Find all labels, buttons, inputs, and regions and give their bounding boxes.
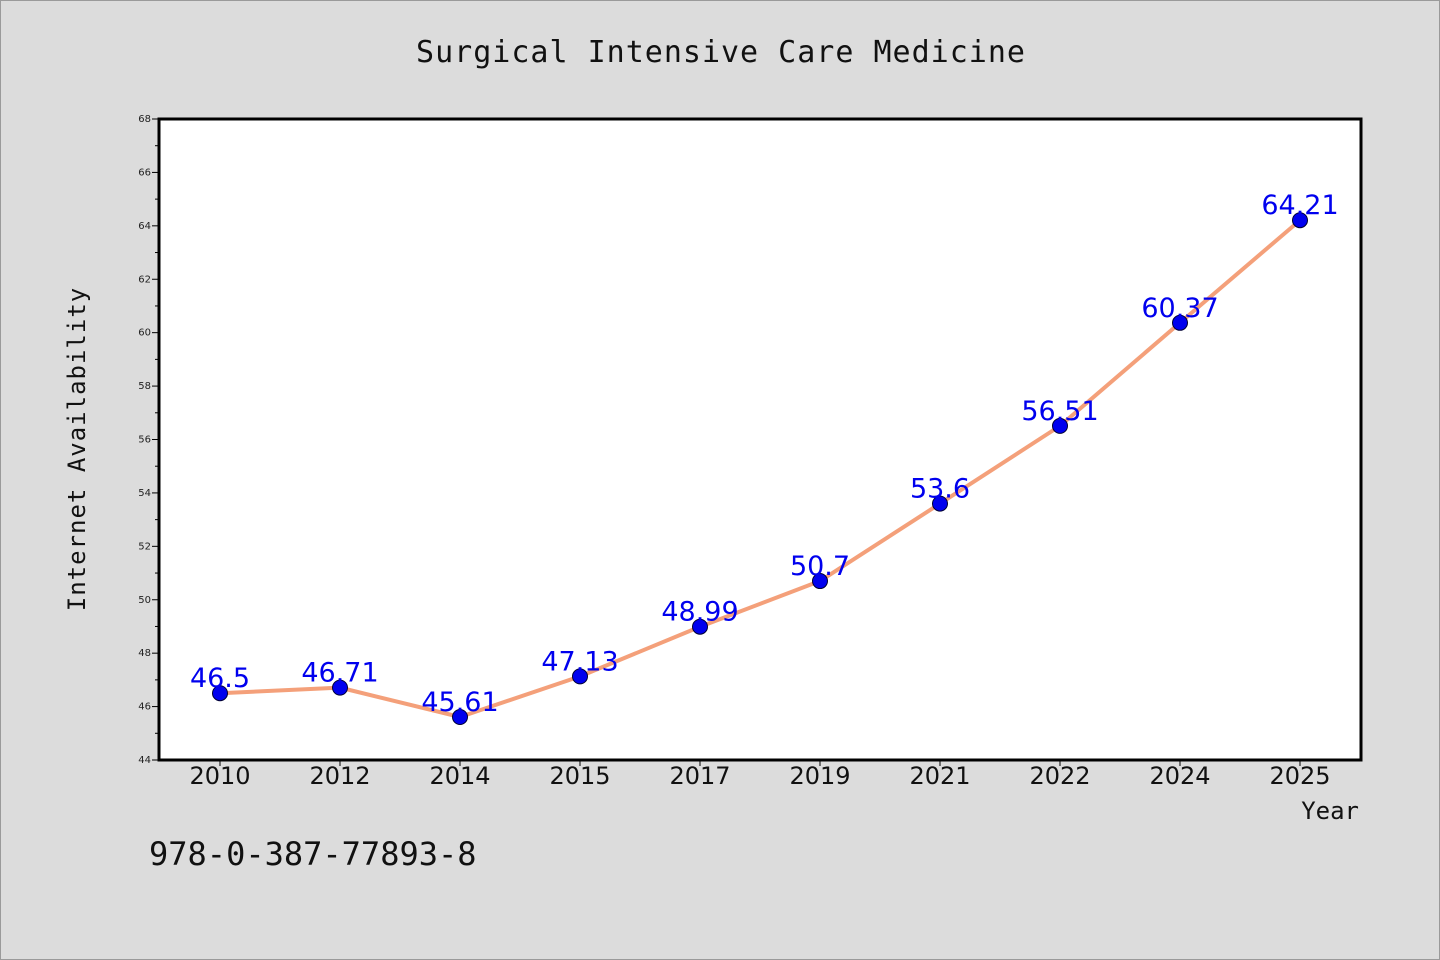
y-tick-label: 58 (138, 381, 151, 392)
data-label: 46.71 (301, 658, 378, 689)
y-tick-label: 66 (138, 167, 151, 178)
x-tick-label: 2019 (789, 762, 850, 790)
data-point (812, 573, 828, 590)
y-tick-label: 62 (138, 274, 151, 285)
data-label: 56.51 (1021, 396, 1098, 427)
y-tick-label: 64 (138, 221, 151, 232)
y-tick-label: 60 (138, 328, 151, 339)
x-tick-label: 2012 (309, 762, 370, 790)
data-point (572, 668, 588, 685)
chart-title: Surgical Intensive Care Medicine (416, 35, 1026, 70)
x-tick-label: 2024 (1149, 762, 1210, 790)
plot-area (157, 117, 1363, 762)
y-tick-label: 44 (138, 755, 151, 766)
y-tick-label: 68 (138, 114, 151, 125)
data-point (932, 495, 948, 512)
data-label: 48.99 (661, 597, 738, 628)
x-tick-label: 2010 (189, 762, 250, 790)
y-tick-label: 56 (138, 435, 151, 446)
x-tick-label: 2021 (909, 762, 970, 790)
isbn-text: 978-0-387-77893-8 (149, 835, 477, 873)
data-point (1172, 314, 1188, 331)
data-label: 60.37 (1141, 293, 1218, 324)
x-tick-label: 2015 (549, 762, 610, 790)
data-point (452, 708, 468, 725)
data-label: 46.5 (190, 663, 250, 694)
x-axis-label: Year (1301, 797, 1359, 825)
y-tick-label: 50 (138, 595, 151, 606)
data-label: 53.6 (910, 474, 970, 505)
data-point (1292, 212, 1308, 229)
y-tick-label: 54 (138, 488, 151, 499)
y-tick-label: 46 (138, 702, 151, 713)
data-point (1052, 417, 1068, 434)
x-tick-label: 2014 (429, 762, 490, 790)
y-tick-label: 52 (138, 541, 151, 552)
data-label: 47.13 (541, 646, 618, 677)
data-label: 64.21 (1261, 190, 1338, 221)
data-label: 50.7 (790, 551, 850, 582)
y-tick-label: 48 (138, 648, 151, 659)
data-point (212, 685, 228, 702)
x-tick-label: 2022 (1029, 762, 1090, 790)
x-tick-label: 2017 (669, 762, 730, 790)
series-line (218, 218, 1302, 719)
data-point (692, 618, 708, 635)
data-point (332, 679, 348, 696)
data-label: 45.61 (421, 687, 498, 718)
x-tick-label: 2025 (1269, 762, 1330, 790)
